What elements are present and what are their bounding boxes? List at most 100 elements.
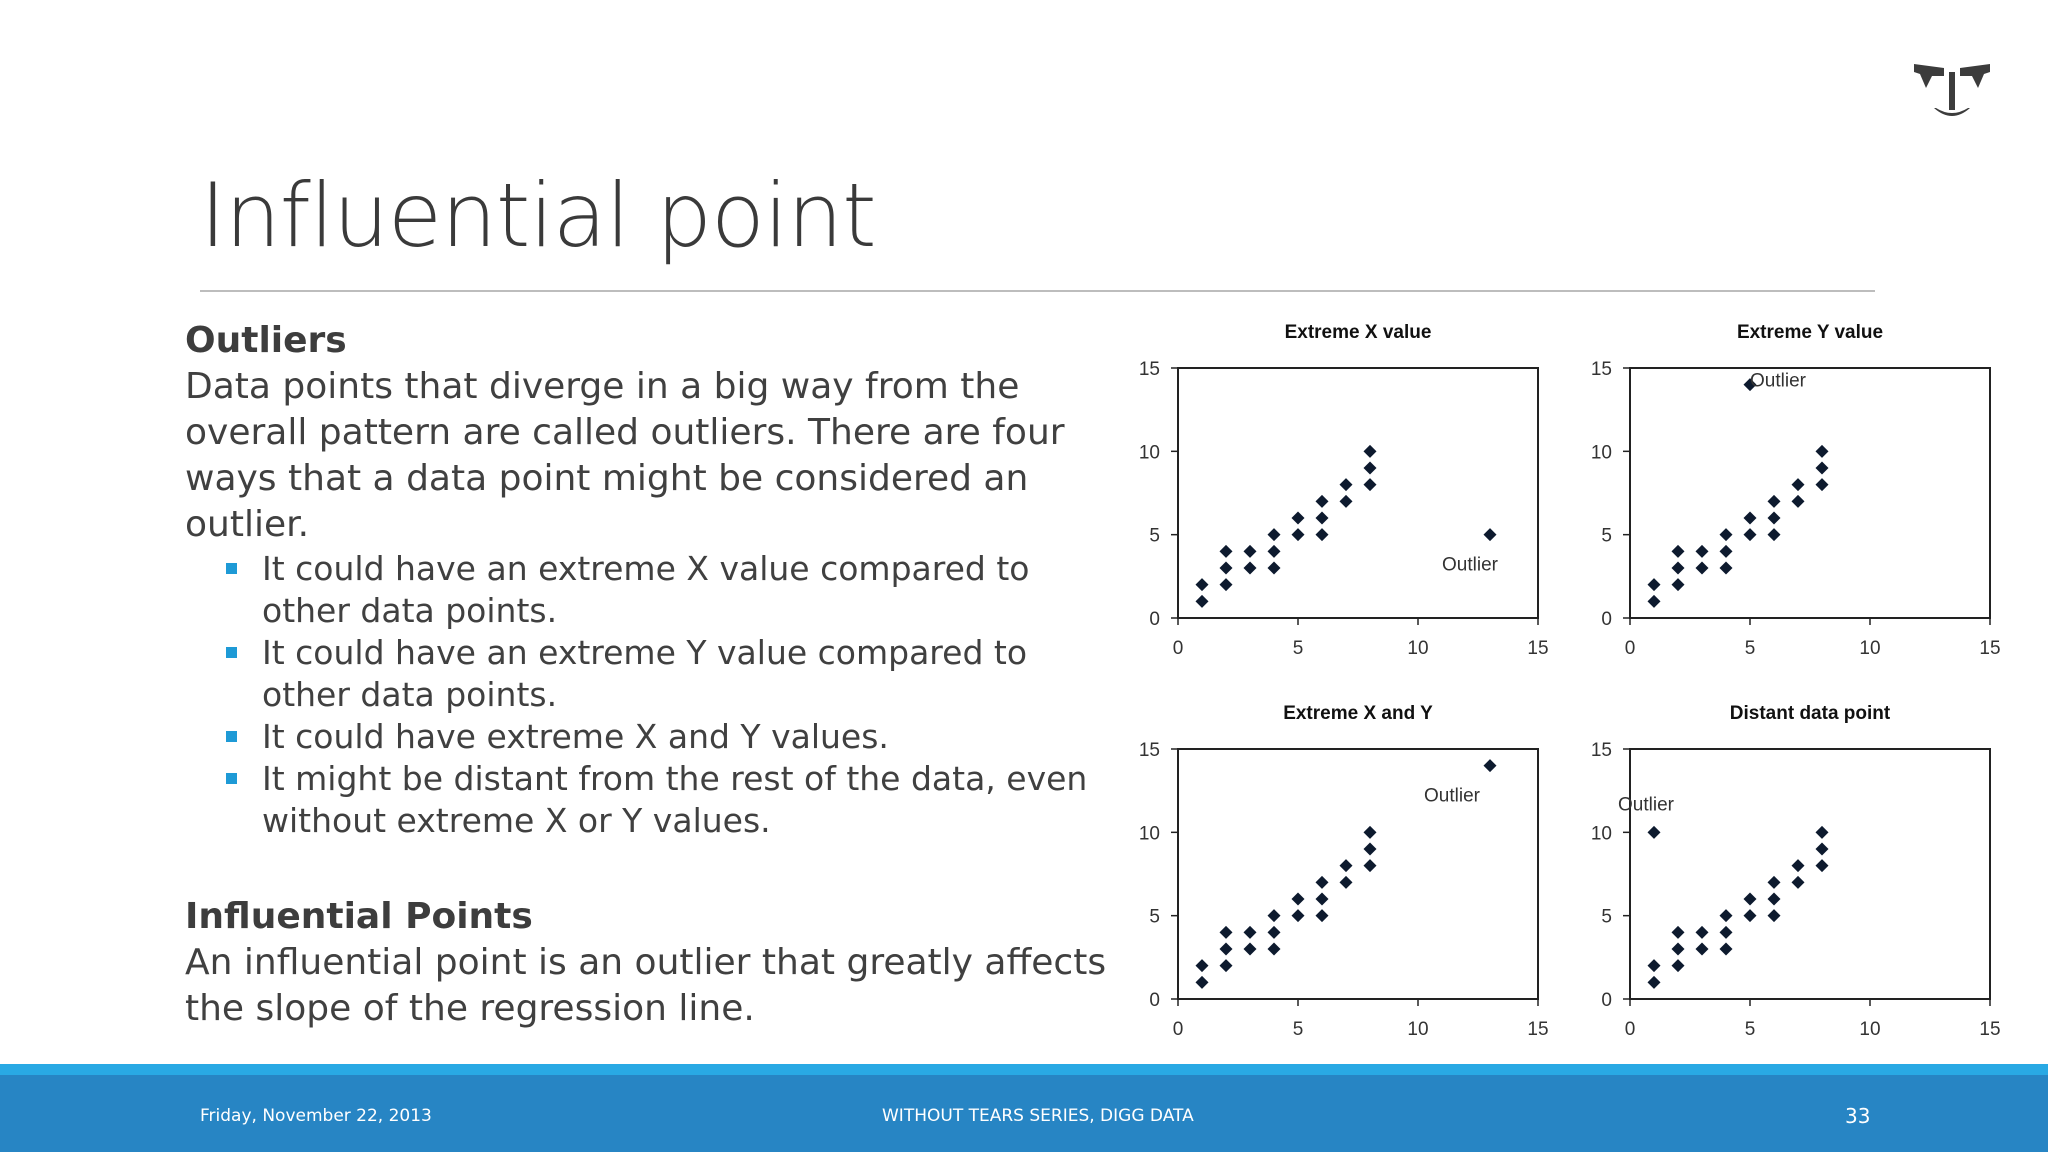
bullet-text: It could have extreme X and Y values. — [262, 717, 889, 756]
data-point — [1767, 892, 1781, 906]
chart-title: Extreme X and Y — [1283, 703, 1433, 724]
data-point — [1767, 875, 1781, 889]
footer-series-title: WITHOUT TEARS SERIES, DIGG DATA — [882, 1106, 1194, 1126]
x-tick-label: 10 — [1859, 1019, 1880, 1040]
bullet-square-icon — [226, 773, 237, 784]
y-tick-label: 15 — [1139, 359, 1160, 380]
data-point — [1291, 909, 1305, 923]
data-point — [1363, 825, 1377, 839]
data-point — [1815, 825, 1829, 839]
data-point — [1267, 925, 1281, 939]
data-point — [1363, 461, 1377, 475]
data-point — [1291, 528, 1305, 542]
outliers-description: Data points that diverge in a big way fr… — [185, 366, 1065, 545]
scatter-chart: Extreme Y value 0 5 10 15 0 5 10 15 Outlier — [1591, 322, 2001, 659]
x-tick-label: 15 — [1979, 1019, 2000, 1040]
data-point — [1719, 544, 1733, 558]
y-tick-label: 15 — [1591, 359, 1612, 380]
data-point — [1243, 561, 1257, 575]
data-point — [1219, 561, 1233, 575]
data-point — [1767, 909, 1781, 923]
data-point — [1719, 909, 1733, 923]
influential-points-heading: Influential Points — [185, 896, 533, 937]
data-point — [1363, 444, 1377, 458]
data-point — [1195, 594, 1209, 608]
list-item: It could have extreme X and Y values. — [226, 716, 1115, 758]
title-divider — [200, 290, 1875, 292]
x-tick-label: 5 — [1745, 1019, 1756, 1040]
data-point — [1243, 942, 1257, 956]
data-point — [1671, 925, 1685, 939]
y-tick-label: 0 — [1149, 990, 1160, 1011]
data-point — [1315, 528, 1329, 542]
list-item: It could have an extreme X value compare… — [226, 548, 1115, 632]
data-point — [1315, 892, 1329, 906]
data-point — [1219, 942, 1233, 956]
data-point — [1219, 959, 1233, 973]
y-tick-label: 5 — [1601, 907, 1612, 928]
data-point — [1647, 578, 1661, 592]
data-point — [1243, 925, 1257, 939]
data-point — [1195, 578, 1209, 592]
data-point — [1243, 544, 1257, 558]
bullet-text: It could have an extreme X value compare… — [262, 549, 1030, 630]
outlier-label: Outlier — [1750, 371, 1807, 392]
data-point — [1291, 892, 1305, 906]
x-tick-label: 15 — [1527, 638, 1548, 659]
data-point — [1743, 892, 1757, 906]
x-tick-label: 5 — [1293, 1019, 1304, 1040]
data-point — [1815, 478, 1829, 492]
y-tick-label: 15 — [1591, 740, 1612, 761]
scatter-chart: Extreme X and Y 0 5 10 15 0 5 10 15 Outlier — [1139, 703, 1549, 1040]
data-point — [1267, 909, 1281, 923]
list-item: It could have an extreme Y value compare… — [226, 632, 1115, 716]
data-point — [1339, 478, 1353, 492]
x-tick-label: 0 — [1173, 1019, 1184, 1040]
data-point — [1195, 975, 1209, 989]
bullet-square-icon — [226, 731, 237, 742]
slide-title: Influential point — [200, 164, 877, 267]
data-point — [1671, 578, 1685, 592]
data-point — [1315, 909, 1329, 923]
y-tick-label: 10 — [1591, 442, 1612, 463]
y-tick-label: 5 — [1149, 526, 1160, 547]
chart-title: Extreme X value — [1285, 322, 1432, 343]
bullet-square-icon — [226, 647, 237, 658]
y-tick-label: 0 — [1601, 990, 1612, 1011]
data-point — [1267, 561, 1281, 575]
y-tick-label: 0 — [1149, 609, 1160, 630]
data-point — [1719, 561, 1733, 575]
data-point — [1483, 528, 1497, 542]
outlier-label: Outlier — [1618, 794, 1675, 815]
list-item: It might be distant from the rest of the… — [226, 758, 1115, 842]
data-point — [1315, 511, 1329, 525]
data-point — [1671, 942, 1685, 956]
chart-title: Extreme Y value — [1737, 322, 1883, 343]
data-point — [1815, 842, 1829, 856]
data-point — [1671, 959, 1685, 973]
data-point — [1647, 975, 1661, 989]
x-tick-label: 0 — [1173, 638, 1184, 659]
x-tick-label: 0 — [1625, 638, 1636, 659]
data-point — [1647, 594, 1661, 608]
influential-points-description: An influential point is an outlier that … — [185, 942, 1107, 1029]
data-point — [1743, 528, 1757, 542]
plot-frame — [1629, 367, 1991, 619]
chart-title: Distant data point — [1730, 703, 1891, 724]
data-point — [1767, 494, 1781, 508]
y-tick-label: 15 — [1139, 740, 1160, 761]
data-point — [1671, 544, 1685, 558]
y-tick-label: 10 — [1139, 823, 1160, 844]
data-point — [1719, 942, 1733, 956]
data-point — [1219, 925, 1233, 939]
data-point — [1219, 544, 1233, 558]
footer-bar — [0, 1075, 2048, 1152]
data-point — [1267, 942, 1281, 956]
slide-body: Outliers Data points that diverge in a b… — [185, 318, 1115, 1032]
x-tick-label: 10 — [1407, 1019, 1428, 1040]
data-point — [1743, 378, 1757, 392]
data-point — [1791, 494, 1805, 508]
data-point — [1791, 478, 1805, 492]
bullet-square-icon — [226, 563, 237, 574]
data-point — [1767, 528, 1781, 542]
